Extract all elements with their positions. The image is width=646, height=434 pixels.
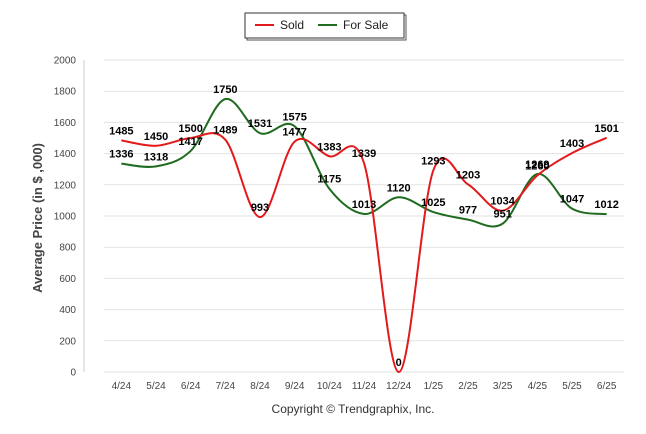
data-label-for-sale: 1025 (421, 197, 445, 209)
x-tick-label: 3/25 (493, 381, 513, 392)
data-label-sold: 0 (396, 357, 402, 369)
y-tick-label: 1000 (54, 212, 77, 223)
series-lines (121, 97, 608, 374)
y-tick-label: 400 (59, 305, 76, 316)
data-label-sold: 1485 (109, 125, 133, 137)
data-label-sold: 1034 (490, 196, 515, 208)
x-tick-label: 5/25 (562, 381, 582, 392)
series-line-sold[interactable] (121, 132, 608, 374)
data-label-for-sale: 1336 (109, 149, 133, 161)
y-tick-label: 1600 (54, 118, 77, 129)
data-label-for-sale: 1269 (525, 159, 549, 171)
data-label-for-sale: 1750 (213, 84, 237, 96)
data-label-for-sale: 1531 (248, 118, 272, 130)
grid-lines (83, 59, 624, 373)
x-tick-label: 6/25 (597, 381, 617, 392)
data-label-for-sale: 951 (493, 209, 511, 221)
data-label-sold: 993 (251, 202, 269, 214)
data-label-sold: 1501 (594, 123, 618, 135)
x-tick-label: 11/24 (352, 381, 377, 392)
x-tick-label: 7/24 (216, 381, 236, 392)
y-axis-title: Average Price (in $ ,000) (30, 143, 45, 293)
data-label-sold: 1203 (456, 169, 480, 181)
x-tick-label: 4/25 (528, 381, 548, 392)
data-label-sold: 1489 (213, 125, 237, 137)
copyright-credit: Copyright © Trendgraphix, Inc. (272, 402, 435, 416)
data-label-for-sale: 1013 (352, 199, 376, 211)
data-labels: 1485 1450 1500 1489 993 1477 1383 1339 0 1293 1203… (109, 84, 619, 369)
data-label-sold: 1383 (317, 141, 341, 153)
legend[interactable]: Sold For Sale (244, 12, 407, 41)
data-label-sold: 1450 (144, 131, 168, 143)
x-tick-label: 12/24 (386, 381, 411, 392)
x-tick-label: 4/24 (112, 381, 132, 392)
data-label-sold: 1339 (352, 148, 376, 160)
data-label-sold: 1477 (282, 127, 306, 139)
x-tick-label: 9/24 (285, 381, 305, 392)
legend-for-sale-label[interactable]: For Sale (343, 18, 389, 32)
y-tick-label: 1400 (54, 149, 77, 160)
y-axis-ticks: 0 200 400 600 800 1000 1200 1400 1600 1800 2000 (54, 56, 77, 379)
data-label-for-sale: 977 (459, 205, 477, 217)
x-tick-label: 10/24 (317, 381, 342, 392)
x-tick-label: 5/24 (146, 381, 166, 392)
x-axis-ticks: 4/24 5/24 6/24 7/24 8/24 9/24 10/24 11/24 12/24 1… (112, 381, 617, 392)
y-tick-label: 1200 (54, 180, 77, 191)
y-tick-label: 600 (59, 274, 76, 285)
data-label-for-sale: 1012 (594, 199, 618, 211)
x-tick-label: 2/25 (458, 381, 478, 392)
data-label-for-sale: 1175 (317, 174, 341, 186)
legend-sold-label[interactable]: Sold (280, 18, 304, 32)
x-tick-label: 1/25 (424, 381, 444, 392)
data-label-for-sale: 1575 (282, 111, 306, 123)
data-label-for-sale: 1047 (560, 194, 584, 206)
data-label-for-sale: 1318 (144, 151, 168, 163)
data-label-sold: 1500 (178, 123, 202, 135)
x-tick-label: 8/24 (250, 381, 270, 392)
data-label-sold: 1403 (560, 138, 584, 150)
data-label-for-sale: 1120 (387, 182, 411, 194)
data-label-sold: 1260 (525, 160, 549, 172)
x-tick-label: 6/24 (181, 381, 201, 392)
data-label-for-sale: 1417 (178, 136, 202, 148)
y-tick-label: 2000 (54, 56, 77, 67)
y-tick-label: 0 (70, 368, 76, 379)
y-tick-label: 1800 (54, 87, 77, 98)
y-tick-label: 800 (59, 243, 76, 254)
data-label-sold: 1293 (421, 155, 445, 167)
y-tick-label: 200 (59, 336, 76, 347)
